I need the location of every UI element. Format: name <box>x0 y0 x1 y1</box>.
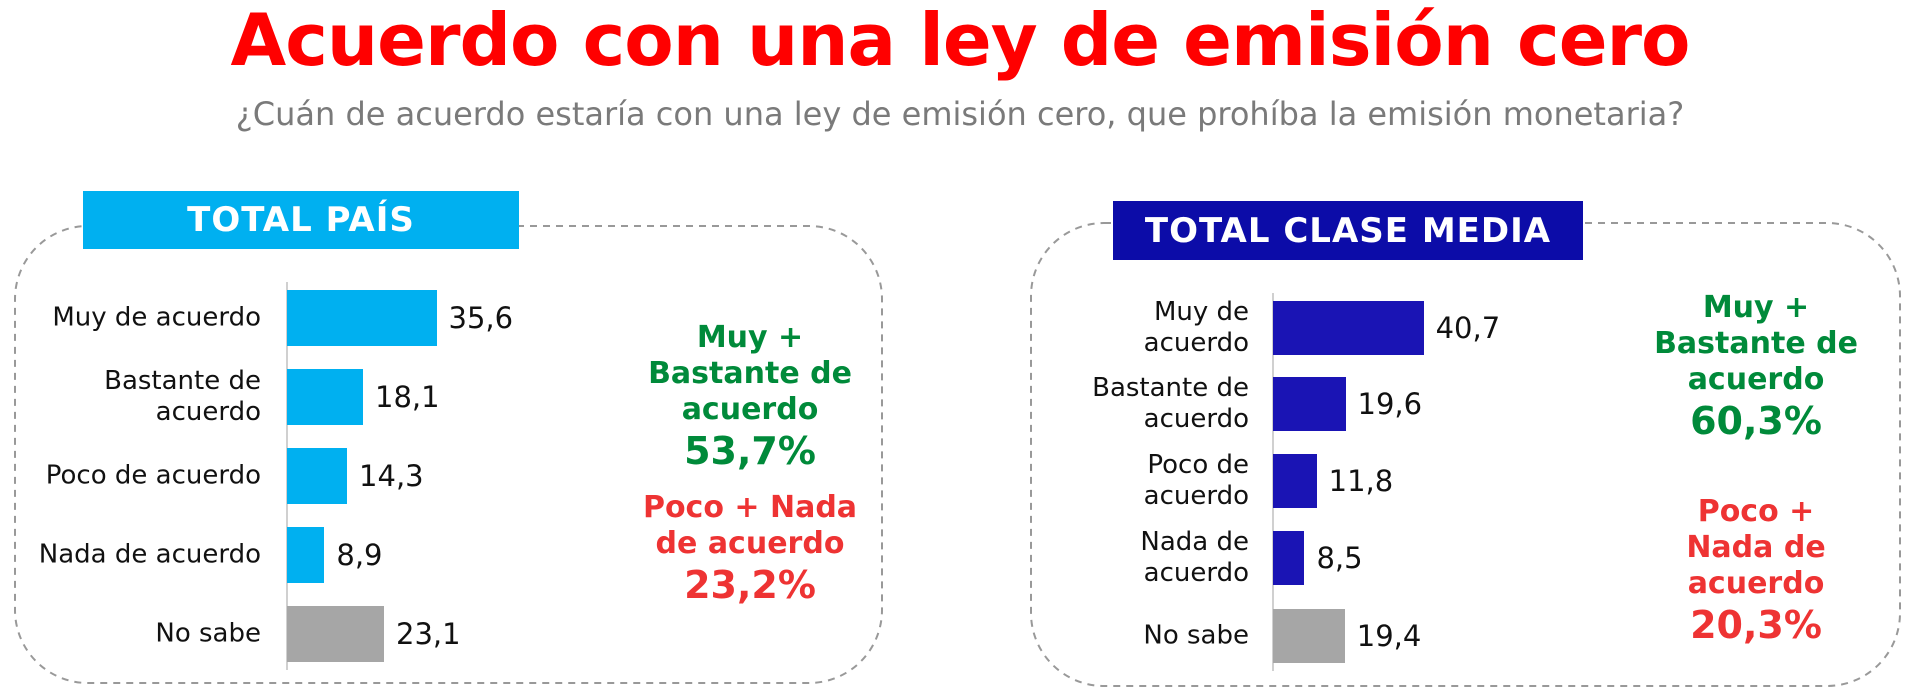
value-label: 19,6 <box>1357 387 1423 421</box>
category-label: Bastante de acuerdo <box>1092 373 1249 434</box>
annotation: Poco + Nada de acuerdo 23,2% <box>580 490 920 608</box>
panel-frame <box>1030 222 1901 687</box>
bar <box>1273 454 1317 508</box>
category-label: Nada de acuerdo <box>1140 527 1249 588</box>
value-label: 8,5 <box>1316 541 1363 575</box>
value-label: 35,6 <box>448 301 514 335</box>
annotation-label: Poco + Nada de acuerdo <box>642 490 858 561</box>
bar <box>1273 301 1424 355</box>
category-label: Muy de acuerdo <box>1143 297 1249 358</box>
category-label: No sabe <box>1143 620 1249 651</box>
value-label: 19,4 <box>1356 619 1422 653</box>
bar <box>1273 377 1346 431</box>
panel-header: TOTAL CLASE MEDIA <box>1113 201 1583 260</box>
page-subtitle: ¿Cuán de acuerdo estaría con una ley de … <box>235 95 1685 133</box>
value-label: 23,1 <box>396 617 461 651</box>
category-label: Muy de acuerdo <box>52 302 261 333</box>
bar <box>287 369 364 425</box>
annotation: Muy + Bastante de acuerdo 53,7% <box>580 320 920 474</box>
annotation-value: 53,7% <box>684 429 816 473</box>
annotation: Muy + Bastante de acuerdo 60,3% <box>1586 290 1920 444</box>
value-label: 8,9 <box>336 538 383 572</box>
annotation-value: 60,3% <box>1690 399 1822 443</box>
annotation-label: Muy + Bastante de acuerdo <box>1654 290 1858 397</box>
value-label: 40,7 <box>1435 311 1501 345</box>
bar <box>1273 531 1305 585</box>
category-label: Poco de acuerdo <box>45 460 261 491</box>
annotation-value: 20,3% <box>1690 603 1822 647</box>
bar <box>287 290 437 346</box>
category-label: Bastante de acuerdo <box>104 366 261 427</box>
annotation-value: 23,2% <box>684 563 816 607</box>
value-label: 14,3 <box>359 459 424 493</box>
panel-header: TOTAL PAÍS <box>83 191 519 249</box>
page-title: Acuerdo con una ley de emisión cero <box>230 0 1691 82</box>
category-label: No sabe <box>155 618 261 649</box>
bar <box>287 527 325 583</box>
annotation-label: Poco + Nada de acuerdo <box>1686 494 1826 601</box>
bar <box>287 448 348 504</box>
value-label: 11,8 <box>1328 464 1394 498</box>
category-label: Nada de acuerdo <box>38 539 261 570</box>
panel-frame <box>14 225 883 684</box>
annotation: Poco + Nada de acuerdo 20,3% <box>1586 494 1920 648</box>
bar <box>1273 609 1345 663</box>
annotation-label: Muy + Bastante de acuerdo <box>648 320 852 427</box>
bar <box>287 606 385 662</box>
value-label: 18,1 <box>375 380 440 414</box>
category-label: Poco de acuerdo <box>1143 450 1249 511</box>
